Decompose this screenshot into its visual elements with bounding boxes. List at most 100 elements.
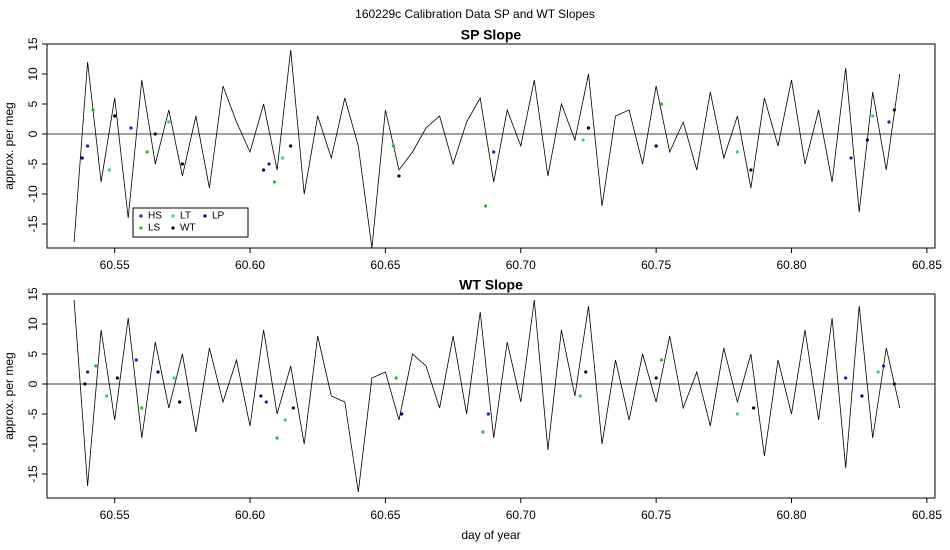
data-point <box>860 394 864 398</box>
data-point <box>735 150 739 154</box>
legend-label: WT <box>180 223 196 234</box>
data-point <box>107 168 111 172</box>
y-tick-label: -5 <box>26 158 40 169</box>
data-line <box>73 299 901 493</box>
legend-marker <box>203 214 207 218</box>
x-tick-label: 60.85 <box>912 508 942 522</box>
x-tick-label: 60.55 <box>100 508 130 522</box>
data-point <box>86 144 90 148</box>
data-point <box>876 370 880 374</box>
data-point <box>104 394 109 398</box>
data-point <box>481 430 485 434</box>
x-tick-label: 60.80 <box>776 258 806 272</box>
y-tick-label: -15 <box>26 465 40 483</box>
x-tick-label: 60.70 <box>506 508 536 522</box>
data-point <box>654 144 658 148</box>
y-tick-label: 15 <box>26 287 40 301</box>
figure-title: 160229c Calibration Data SP and WT Slope… <box>355 7 595 21</box>
legend-label: HS <box>148 211 162 222</box>
data-point <box>291 406 295 410</box>
data-point <box>156 370 160 374</box>
plot-frame <box>46 43 936 249</box>
data-point <box>581 138 585 142</box>
plot-area <box>73 299 901 493</box>
x-axis-label: day of year <box>461 528 520 542</box>
data-point <box>275 436 279 440</box>
x-tick-label: 60.75 <box>641 508 671 522</box>
legend-box <box>132 207 249 238</box>
chart-title: WT Slope <box>459 277 523 293</box>
x-tick-label: 60.75 <box>641 258 671 272</box>
data-point <box>289 144 293 148</box>
legend-marker <box>139 214 143 218</box>
y-axis-label: approx. per meg <box>2 102 16 189</box>
y-tick-label: 0 <box>26 130 40 137</box>
y-tick-label: 0 <box>26 380 40 387</box>
legend-label: LP <box>212 211 225 222</box>
data-point <box>86 370 90 374</box>
data-point <box>167 120 171 124</box>
x-tick-label: 60.60 <box>235 258 265 272</box>
data-point <box>844 376 848 380</box>
data-point <box>394 376 398 380</box>
data-point <box>80 156 84 160</box>
data-point <box>283 418 287 422</box>
data-point <box>180 162 184 166</box>
data-point <box>881 364 886 368</box>
y-tick-label: -5 <box>26 408 40 419</box>
data-point <box>586 126 591 130</box>
data-point <box>578 394 582 398</box>
data-point <box>887 120 891 124</box>
legend-label: LT <box>180 211 191 222</box>
x-tick-label: 60.55 <box>100 258 130 272</box>
data-point <box>129 126 133 130</box>
data-point <box>267 162 271 166</box>
data-point <box>264 400 268 404</box>
legend-marker <box>171 214 175 218</box>
legend-marker <box>139 226 143 230</box>
y-axis-label: approx. per meg <box>2 352 16 439</box>
data-line <box>73 49 901 248</box>
data-point <box>172 376 176 380</box>
x-tick-label: 60.85 <box>912 258 942 272</box>
data-point <box>280 156 285 160</box>
data-point <box>483 204 488 208</box>
y-tick-label: 5 <box>26 350 40 357</box>
x-tick-label: 60.60 <box>235 508 265 522</box>
data-point <box>115 376 119 380</box>
x-tick-label: 60.65 <box>370 508 400 522</box>
data-point <box>659 358 664 362</box>
y-tick-label: -10 <box>26 435 40 453</box>
y-tick-label: 10 <box>26 317 40 331</box>
data-point <box>486 412 490 416</box>
data-point <box>849 156 853 160</box>
data-point <box>749 168 753 172</box>
data-point <box>145 150 149 154</box>
data-point <box>752 406 756 410</box>
y-tick-label: 15 <box>26 37 40 51</box>
plot-area <box>73 49 901 248</box>
data-point <box>272 180 277 184</box>
data-point <box>259 394 263 398</box>
plot-frame <box>46 293 936 499</box>
data-point <box>134 358 138 362</box>
data-point <box>871 114 875 118</box>
data-point <box>735 412 739 416</box>
data-point <box>865 138 869 142</box>
data-point <box>492 150 496 154</box>
x-tick-label: 60.80 <box>776 508 806 522</box>
data-point <box>261 168 266 172</box>
data-point <box>584 370 588 374</box>
data-point <box>91 108 95 112</box>
data-point <box>113 114 117 118</box>
data-point <box>94 364 98 368</box>
data-point <box>892 108 896 112</box>
y-tick-label: -10 <box>26 185 40 203</box>
chart-title: SP Slope <box>461 27 522 43</box>
legend-marker <box>171 226 175 230</box>
y-tick-label: 10 <box>26 67 40 81</box>
y-tick-label: -15 <box>26 215 40 233</box>
data-point <box>140 406 144 410</box>
data-point <box>391 144 396 148</box>
